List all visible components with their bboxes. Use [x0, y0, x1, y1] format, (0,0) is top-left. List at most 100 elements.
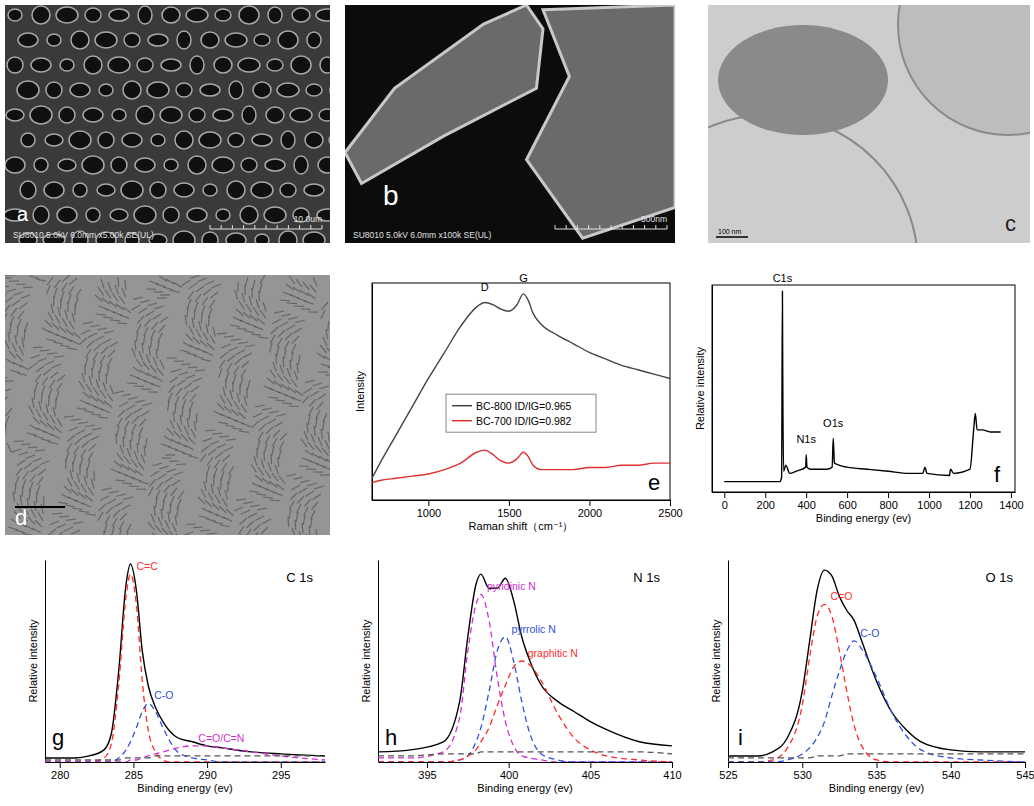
fringe: [163, 287, 173, 290]
fringe: [221, 471, 224, 481]
fringe: [261, 527, 268, 534]
fringe: [302, 396, 309, 403]
panel-letter: c: [1005, 211, 1016, 236]
fringe: [69, 427, 78, 431]
fringe: [36, 279, 46, 281]
fringe: [149, 487, 153, 496]
scale-bar-tick: [588, 225, 589, 229]
x-axis-line: [373, 500, 671, 501]
fringe: [72, 313, 75, 323]
fringe: [186, 334, 193, 341]
fringe: [279, 476, 285, 484]
series-label: pyridinic N: [487, 580, 536, 592]
pore: [6, 109, 24, 121]
fringe: [169, 531, 176, 535]
fringe: [222, 455, 230, 461]
fringe: [82, 503, 91, 507]
legend-label: BC-800 ID/IG=0.965: [476, 400, 572, 412]
fringe: [6, 289, 16, 292]
fringe: [226, 371, 229, 381]
fringe: [67, 348, 77, 350]
fringe: [99, 504, 106, 511]
fringe: [98, 287, 104, 295]
fringe: [102, 488, 112, 490]
fringe: [165, 477, 173, 483]
fringe: [282, 402, 292, 404]
scale-bar-tick: [266, 225, 267, 229]
fringe: [180, 350, 190, 353]
fringe: [151, 471, 159, 476]
micrograph-caption: SU8010 5.0kV 6.0mm x100k SE(UL): [353, 230, 492, 240]
fringe: [316, 402, 323, 410]
series-label: graphitic N: [528, 647, 578, 659]
fringe: [298, 355, 300, 365]
fringe: [150, 338, 152, 348]
fringe: [297, 496, 304, 503]
fringe: [288, 387, 296, 393]
x-tick: 540: [942, 762, 960, 781]
fringe: [262, 478, 270, 484]
fringe: [105, 515, 110, 524]
fringe: [326, 459, 330, 464]
fringe: [186, 375, 195, 378]
fringe: [46, 339, 56, 341]
x-tick-mark: [728, 762, 729, 768]
fringe: [113, 510, 120, 517]
fringe: [280, 299, 290, 301]
micrograph-texture: [5, 6, 330, 243]
fringe: [146, 354, 150, 363]
fringe: [201, 359, 211, 361]
fringe: [207, 343, 214, 350]
fringe: [234, 366, 239, 374]
fringe: [299, 531, 303, 535]
fringe: [12, 343, 16, 352]
fringe: [236, 499, 246, 500]
fringe: [311, 502, 318, 510]
fringe: [31, 355, 40, 358]
fringe: [318, 371, 328, 372]
fringe: [154, 306, 164, 309]
fringe: [93, 352, 98, 361]
fringe: [51, 434, 60, 439]
fringe: [251, 334, 261, 335]
legend-label: BC-700 ID/IG=0.982: [476, 415, 572, 427]
x-tick-label: 535: [868, 769, 886, 781]
pore: [8, 9, 22, 21]
pore: [46, 82, 62, 98]
pore: [122, 133, 142, 147]
scale-bar: [716, 236, 748, 238]
fringe: [32, 528, 41, 533]
fringe: [102, 339, 111, 344]
fringe: [5, 377, 7, 378]
x-axis: 395400405410: [379, 762, 682, 781]
pore: [7, 57, 23, 73]
fringe: [202, 297, 208, 305]
series-line: [378, 637, 672, 762]
fringe: [34, 436, 44, 438]
x-tick-mark: [877, 762, 878, 768]
x-tick: 290: [198, 762, 216, 781]
fringe: [139, 419, 146, 426]
fringe: [170, 504, 171, 514]
fringe: [309, 461, 319, 464]
fringe: [195, 369, 205, 371]
pore: [85, 8, 101, 22]
fringe: [239, 518, 247, 525]
pore: [303, 232, 325, 243]
pore: [99, 84, 113, 96]
fringe: [66, 443, 72, 451]
fringe: [194, 356, 204, 358]
fringe: [284, 376, 290, 384]
fringe: [62, 318, 67, 327]
fringe: [290, 493, 297, 500]
fringe: [303, 388, 312, 393]
micrograph-caption: SU8010 5.0kV 6.0mm x5.00k SE(UL): [13, 230, 154, 240]
fringe: [71, 530, 80, 534]
fringe: [67, 435, 75, 441]
fringe: [44, 431, 53, 436]
series-line: [378, 594, 672, 762]
x-tick-mark: [509, 500, 510, 506]
x-tick-mark: [1025, 762, 1026, 768]
micrograph: d: [0, 275, 338, 544]
fringe: [172, 480, 180, 486]
